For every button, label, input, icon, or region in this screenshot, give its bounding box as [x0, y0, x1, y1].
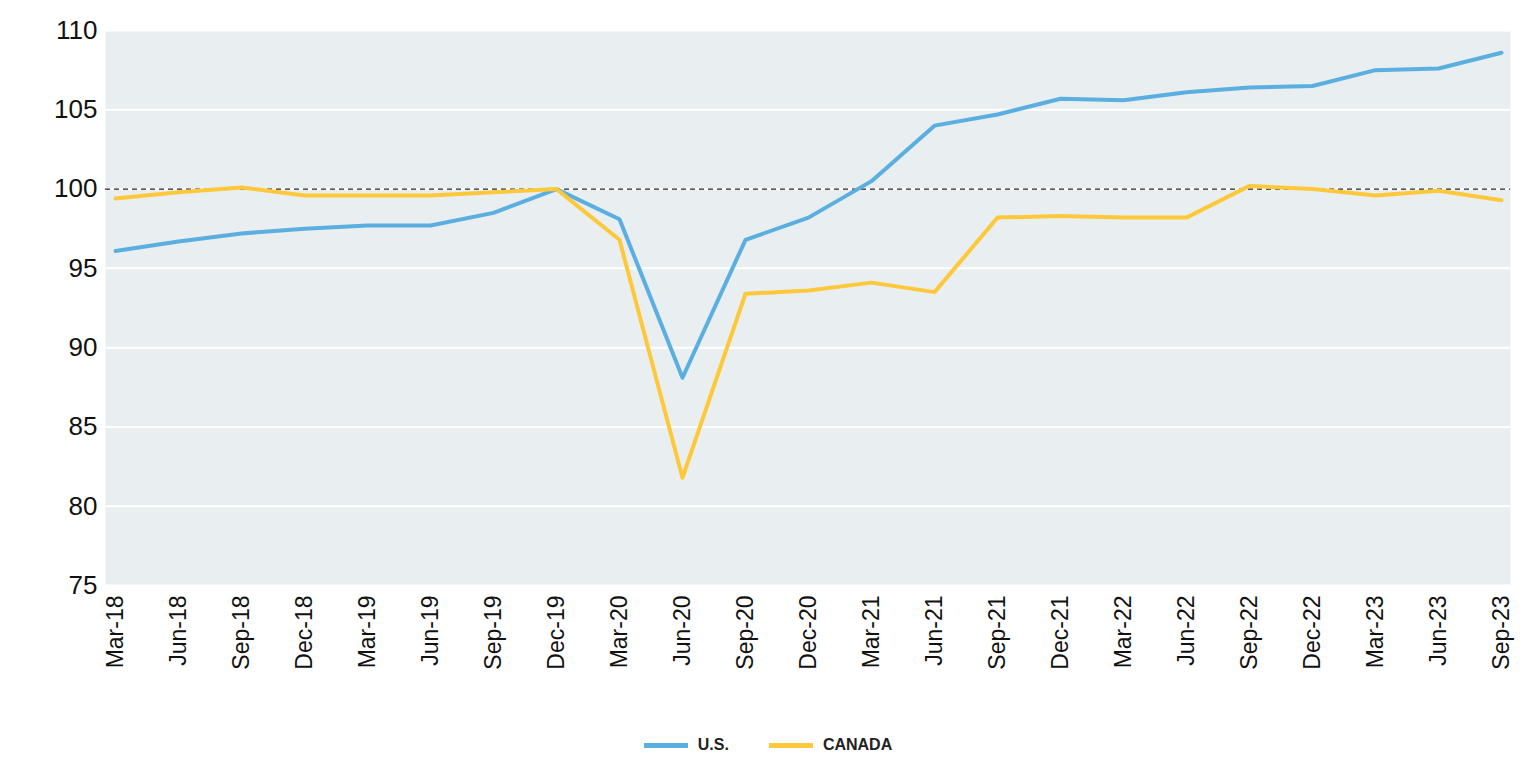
- svg-text:110: 110: [56, 15, 97, 45]
- svg-text:Mar-20: Mar-20: [606, 596, 632, 669]
- html-text:U.S.: U.S.: [697, 736, 729, 753]
- svg-text:Mar-19: Mar-19: [354, 596, 380, 669]
- svg-text:105: 105: [54, 94, 97, 124]
- svg-text:Mar-18: Mar-18: [102, 596, 128, 669]
- html-text:CANADA: CANADA: [822, 736, 893, 753]
- svg-text:Sep-20: Sep-20: [732, 596, 758, 670]
- svg-text:Mar-21: Mar-21: [858, 596, 884, 669]
- svg-text:Jun-21: Jun-21: [921, 596, 947, 666]
- svg-text:Jun-19: Jun-19: [417, 596, 443, 666]
- svg-text:95: 95: [69, 253, 98, 283]
- svg-text:Dec-20: Dec-20: [795, 596, 821, 670]
- svg-text:Dec-18: Dec-18: [291, 596, 317, 670]
- svg-text:Mar-23: Mar-23: [1362, 596, 1388, 669]
- svg-text:100: 100: [54, 173, 97, 203]
- svg-text:Sep-19: Sep-19: [480, 596, 506, 670]
- svg-text:Sep-22: Sep-22: [1236, 596, 1262, 670]
- svg-text:85: 85: [69, 411, 98, 441]
- svg-text:75: 75: [69, 570, 98, 600]
- svg-text:Sep-21: Sep-21: [984, 596, 1010, 670]
- svg-text:Dec-22: Dec-22: [1299, 596, 1325, 670]
- svg-text:90: 90: [69, 332, 98, 362]
- svg-text:Dec-21: Dec-21: [1047, 596, 1073, 670]
- svg-text:Dec-19: Dec-19: [543, 596, 569, 670]
- svg-text:Mar-22: Mar-22: [1110, 596, 1136, 669]
- svg-text:Jun-23: Jun-23: [1425, 596, 1451, 666]
- svg-text:80: 80: [69, 491, 98, 521]
- svg-text:Jun-22: Jun-22: [1173, 596, 1199, 666]
- svg-text:Jun-20: Jun-20: [669, 596, 695, 666]
- svg-text:Jun-18: Jun-18: [165, 596, 191, 666]
- svg-text:Sep-23: Sep-23: [1488, 596, 1514, 670]
- svg-text:Sep-18: Sep-18: [228, 596, 254, 670]
